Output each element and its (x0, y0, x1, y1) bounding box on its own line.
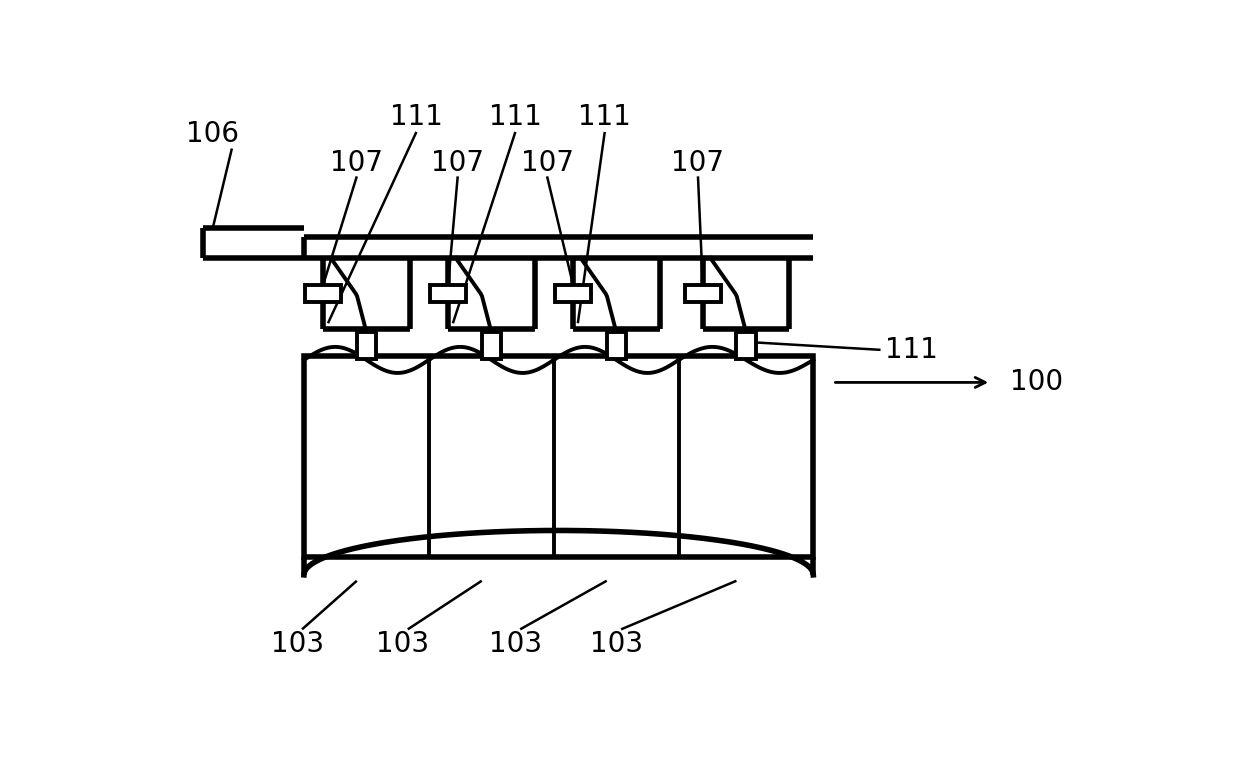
Text: 111: 111 (885, 336, 939, 364)
Bar (737, 332, 755, 358)
Text: 107: 107 (432, 149, 484, 178)
Bar (305, 285, 341, 302)
Bar (554, 285, 591, 302)
Text: 103: 103 (270, 630, 324, 658)
Text: 107: 107 (330, 149, 383, 178)
Text: 107: 107 (672, 149, 724, 178)
Bar (684, 285, 720, 302)
Text: 111: 111 (489, 103, 542, 131)
Text: 111: 111 (578, 103, 631, 131)
Text: 103: 103 (377, 630, 429, 658)
Text: 100: 100 (1011, 368, 1064, 397)
Bar (606, 332, 626, 358)
Text: 106: 106 (186, 120, 239, 148)
Bar (481, 332, 501, 358)
Text: 103: 103 (489, 630, 542, 658)
Bar (304, 356, 813, 557)
Bar (357, 332, 376, 358)
Text: 103: 103 (590, 630, 642, 658)
Text: 111: 111 (389, 103, 443, 131)
Bar (430, 285, 466, 302)
Text: 107: 107 (521, 149, 574, 178)
